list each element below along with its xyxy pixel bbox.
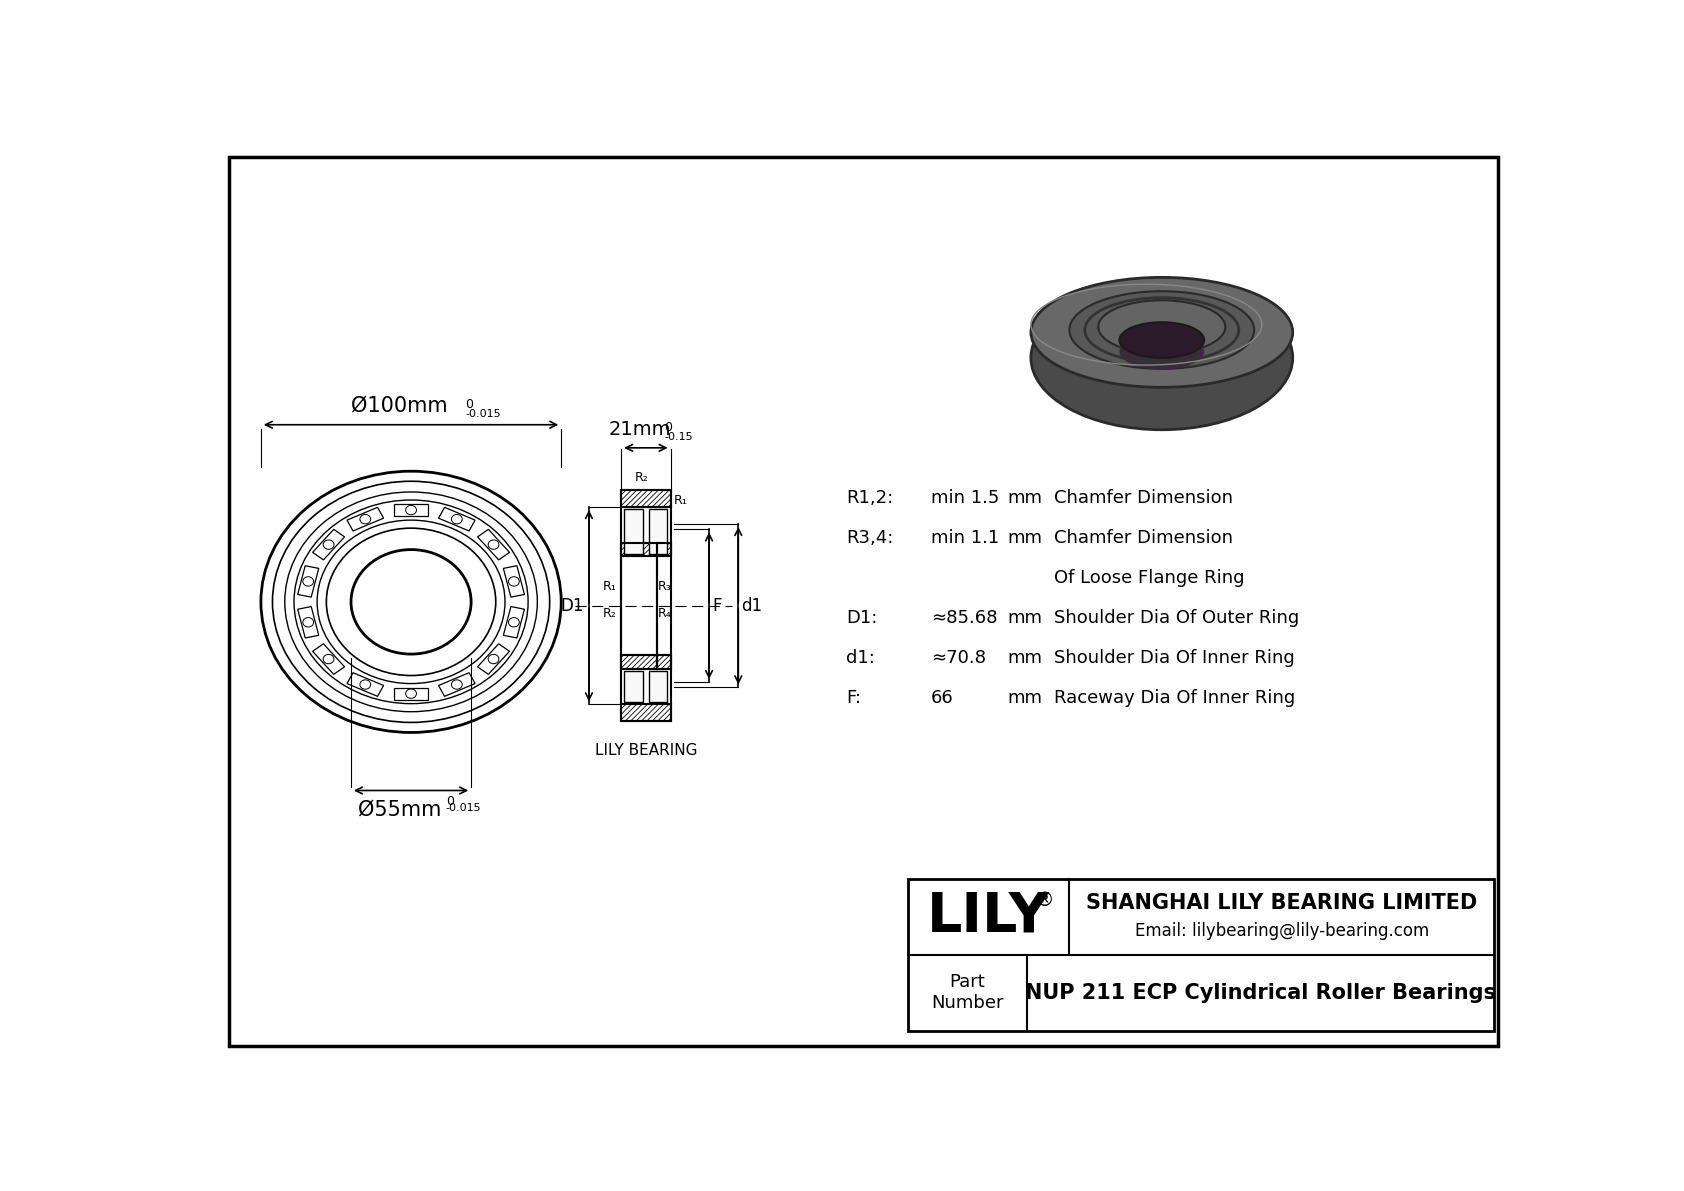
Ellipse shape [1031, 278, 1293, 387]
Text: LILY BEARING: LILY BEARING [594, 743, 697, 757]
Text: Ø100mm: Ø100mm [352, 395, 448, 416]
Text: SHANGHAI LILY BEARING LIMITED: SHANGHAI LILY BEARING LIMITED [1086, 893, 1477, 913]
Bar [657, 655, 670, 669]
Text: R₃: R₃ [658, 580, 672, 593]
Bar [625, 672, 643, 701]
Text: F: F [712, 597, 722, 615]
Bar [621, 543, 657, 556]
Text: 21mm: 21mm [608, 419, 670, 438]
Bar [621, 655, 657, 669]
Text: min 1.5: min 1.5 [931, 488, 999, 507]
Text: R3,4:: R3,4: [845, 529, 894, 547]
Ellipse shape [1069, 292, 1255, 369]
Bar [657, 543, 670, 556]
Bar [621, 704, 670, 722]
Bar [621, 543, 657, 556]
Text: Of Loose Flange Ring: Of Loose Flange Ring [1054, 569, 1244, 587]
Text: R₂: R₂ [603, 607, 616, 619]
Text: ≈85.68: ≈85.68 [931, 609, 997, 626]
Bar [621, 704, 670, 722]
Text: -0.15: -0.15 [665, 431, 694, 442]
Text: Email: lilybearing@lily-bearing.com: Email: lilybearing@lily-bearing.com [1135, 922, 1430, 940]
Text: D1:: D1: [845, 609, 877, 626]
Text: Part
Number: Part Number [931, 973, 1004, 1012]
Text: R₄: R₄ [658, 607, 672, 619]
Text: R₁: R₁ [603, 580, 616, 593]
Text: F:: F: [845, 690, 861, 707]
Bar [657, 655, 670, 669]
Text: ®: ® [1034, 891, 1054, 910]
Text: mm: mm [1007, 690, 1042, 707]
Text: min 1.1: min 1.1 [931, 529, 999, 547]
Text: 66: 66 [931, 690, 953, 707]
Bar [621, 491, 670, 507]
Text: R₁: R₁ [674, 494, 687, 507]
Ellipse shape [1031, 286, 1293, 430]
Text: mm: mm [1007, 649, 1042, 667]
Text: mm: mm [1007, 529, 1042, 547]
Text: mm: mm [1007, 488, 1042, 507]
Text: NUP 211 ECP Cylindrical Roller Bearings: NUP 211 ECP Cylindrical Roller Bearings [1026, 983, 1497, 1003]
Text: D1: D1 [561, 597, 584, 615]
Text: d1: d1 [741, 597, 763, 615]
Text: d1:: d1: [845, 649, 876, 667]
Text: ≈70.8: ≈70.8 [931, 649, 985, 667]
Bar [625, 510, 643, 554]
Text: Chamfer Dimension: Chamfer Dimension [1054, 488, 1233, 507]
Ellipse shape [1120, 333, 1204, 369]
Text: Ø55mm: Ø55mm [357, 799, 441, 819]
Bar [648, 672, 667, 701]
Text: Chamfer Dimension: Chamfer Dimension [1054, 529, 1233, 547]
Text: 0: 0 [446, 796, 453, 809]
Text: -0.015: -0.015 [446, 803, 482, 812]
Bar [908, 879, 1494, 1030]
Bar [648, 510, 667, 554]
Bar [621, 655, 657, 669]
Text: R1,2:: R1,2: [845, 488, 893, 507]
Text: -0.015: -0.015 [465, 409, 500, 418]
Text: 0: 0 [665, 420, 672, 434]
Text: R₂: R₂ [635, 470, 648, 484]
Ellipse shape [1120, 323, 1204, 357]
Text: Shoulder Dia Of Outer Ring: Shoulder Dia Of Outer Ring [1054, 609, 1300, 626]
Text: 0: 0 [465, 398, 473, 411]
Text: mm: mm [1007, 609, 1042, 626]
Text: LILY: LILY [928, 890, 1051, 944]
Text: Raceway Dia Of Inner Ring: Raceway Dia Of Inner Ring [1054, 690, 1295, 707]
Ellipse shape [1098, 300, 1226, 354]
Bar [621, 491, 670, 507]
Bar [657, 543, 670, 556]
Text: Shoulder Dia Of Inner Ring: Shoulder Dia Of Inner Ring [1054, 649, 1295, 667]
